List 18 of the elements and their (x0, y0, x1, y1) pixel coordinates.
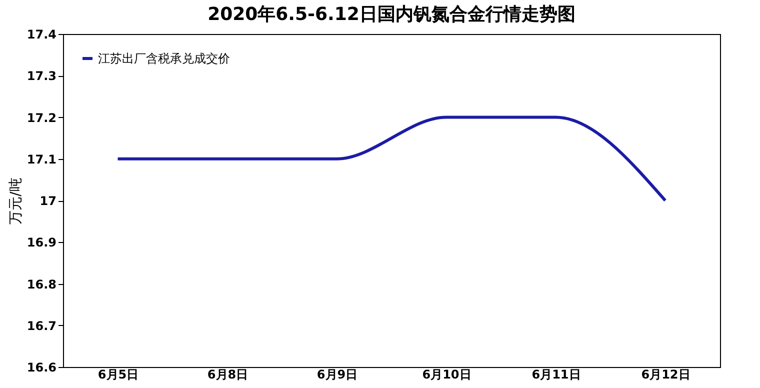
y-tick-label: 17.4 (26, 28, 56, 42)
y-tick-label: 16.9 (26, 236, 56, 250)
x-tick-label: 6月11日 (532, 368, 581, 382)
x-tick-label: 6月8日 (207, 368, 248, 382)
y-tick-label: 16.6 (26, 360, 56, 374)
y-axis-title: 万元/吨 (8, 178, 24, 224)
x-tick-label: 6月10日 (422, 368, 472, 382)
y-tick-label: 16.8 (26, 277, 56, 292)
x-tick-label: 6月12日 (641, 368, 690, 382)
x-tick-label: 6月5日 (98, 368, 139, 382)
y-tick-label: 17.3 (26, 69, 56, 84)
legend-label: 江苏出厂含税承兑成交价 (98, 52, 230, 66)
y-tick-label: 16.7 (26, 318, 56, 333)
x-tick-label: 6月9日 (316, 368, 358, 382)
y-tick-label: 17.1 (26, 152, 56, 166)
chart-title: 2020年6.5-6.12日国内钒氮合金行情走势图 (208, 4, 576, 25)
y-tick-label: 17 (40, 194, 56, 208)
y-tick-label: 17.2 (26, 110, 56, 125)
